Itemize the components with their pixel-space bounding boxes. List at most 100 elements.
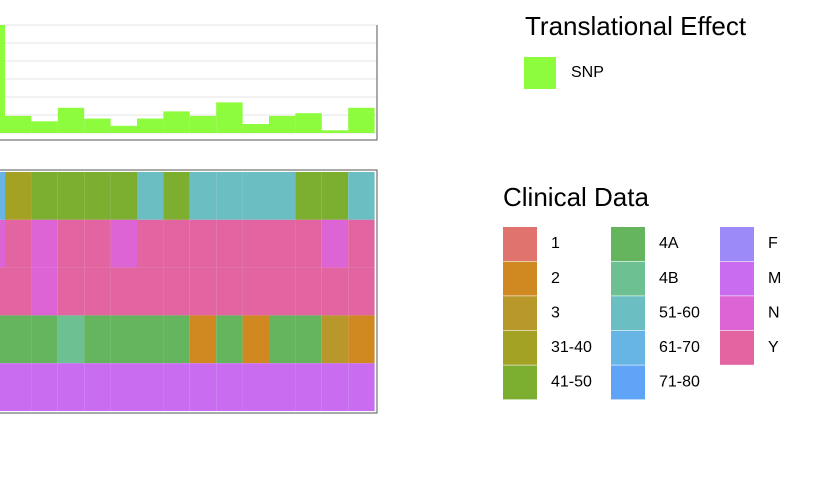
- heatmap-cell: [137, 363, 164, 411]
- bar: [242, 124, 269, 133]
- legend-swatch: [611, 261, 645, 296]
- bar: [216, 102, 243, 133]
- heatmap-cell: [216, 172, 243, 220]
- legend-swatch: [503, 261, 537, 296]
- heatmap-cell: [163, 219, 190, 268]
- heatmap-cell: [163, 172, 190, 220]
- heatmap-cell: [295, 267, 322, 316]
- legend-label: 4B: [659, 270, 679, 287]
- heatmap-cell: [348, 172, 375, 220]
- legend-label: SNP: [571, 64, 604, 81]
- heatmap-cell: [269, 172, 296, 220]
- legend-swatch: [503, 330, 537, 365]
- heatmap-cell: [321, 315, 349, 364]
- heatmap-cell: [57, 315, 85, 364]
- bar: [5, 115, 32, 133]
- heatmap-cell: [5, 267, 32, 316]
- heatmap-cell: [163, 315, 190, 364]
- heatmap-cell: [348, 315, 375, 364]
- heatmap-cell: [242, 363, 269, 411]
- heatmap-cell: [110, 315, 137, 364]
- legend-label: F: [768, 235, 778, 252]
- heatmap-cell: [137, 172, 164, 220]
- bar: [321, 130, 349, 133]
- bar: [0, 25, 5, 133]
- heatmap-cell: [295, 172, 322, 220]
- heatmap-cell: [84, 172, 111, 220]
- legend-swatch: [503, 227, 537, 261]
- heatmap-cell: [5, 219, 32, 268]
- heatmap-cell: [0, 315, 5, 364]
- heatmap-cell: [189, 172, 217, 220]
- heatmap-cell: [321, 363, 349, 411]
- bar-panel: [0, 24, 378, 141]
- heatmap-cell: [110, 267, 137, 316]
- heatmap-cell: [295, 315, 322, 364]
- legend-label: N: [768, 304, 780, 321]
- heatmap-cell: [57, 172, 85, 220]
- heatmap-cell: [0, 219, 5, 268]
- bar: [189, 115, 217, 133]
- heatmap-cell: [269, 363, 296, 411]
- heatmap-cell: [295, 363, 322, 411]
- heatmap-cell: [216, 315, 243, 364]
- heatmap-cell: [137, 219, 164, 268]
- heatmap-cell: [84, 363, 111, 411]
- legend-swatch: [611, 330, 645, 365]
- heatmap-cell: [31, 315, 58, 364]
- legend-swatch: [524, 57, 556, 89]
- heatmap-cell: [216, 363, 243, 411]
- legend-swatch: [720, 261, 754, 296]
- heatmap-cell: [137, 267, 164, 316]
- heatmap-cell: [137, 315, 164, 364]
- heatmap-cell: [84, 219, 111, 268]
- legend-swatch: [503, 296, 537, 331]
- heatmap-cell: [348, 267, 375, 316]
- heatmap-cell: [110, 172, 137, 220]
- heatmap-cell: [5, 172, 32, 220]
- heatmap-cell: [0, 267, 5, 316]
- legend-title: Clinical Data: [503, 182, 649, 212]
- heatmap-cell: [321, 267, 349, 316]
- heatmap-cell: [5, 363, 32, 411]
- bar: [110, 125, 137, 133]
- heatmap-cell: [57, 267, 85, 316]
- heatmap-cell: [189, 363, 217, 411]
- heatmap-cell: [31, 219, 58, 268]
- heatmap-cell: [110, 363, 137, 411]
- bar: [84, 118, 111, 133]
- heatmap-cell: [0, 172, 5, 220]
- legend-label: 71-80: [659, 374, 700, 391]
- heatmap-cell: [163, 363, 190, 411]
- heatmap-cell: [216, 219, 243, 268]
- bar: [31, 121, 58, 133]
- heatmap-cell: [84, 267, 111, 316]
- legend-title: Translational Effect: [525, 11, 747, 41]
- heatmap-cell: [295, 219, 322, 268]
- bar: [163, 111, 190, 133]
- legend-label: 3: [551, 304, 560, 321]
- legend-swatch: [720, 227, 754, 261]
- bar: [295, 113, 322, 133]
- heatmap-cell: [84, 315, 111, 364]
- legend-label: Y: [768, 339, 779, 356]
- bar: [348, 107, 375, 133]
- heatmap-cell: [269, 315, 296, 364]
- legend-swatch: [611, 296, 645, 331]
- panel-border: [0, 25, 378, 141]
- heatmap-cell: [189, 219, 217, 268]
- heatmap-cell: [57, 219, 85, 268]
- heatmap-cell: [57, 363, 85, 411]
- heatmap-cell: [5, 315, 32, 364]
- legend-swatch: [503, 365, 537, 400]
- heatmap-cell: [189, 267, 217, 316]
- legend-label: 2: [551, 270, 560, 287]
- legend-swatch: [720, 296, 754, 331]
- legend-swatch: [611, 227, 645, 261]
- heatmap-cell: [242, 219, 269, 268]
- heatmap-cell: [31, 363, 58, 411]
- heatmap-cell: [348, 363, 375, 411]
- heatmap-cell: [242, 172, 269, 220]
- heatmap-cell: [0, 363, 5, 411]
- heatmap-cell: [189, 315, 217, 364]
